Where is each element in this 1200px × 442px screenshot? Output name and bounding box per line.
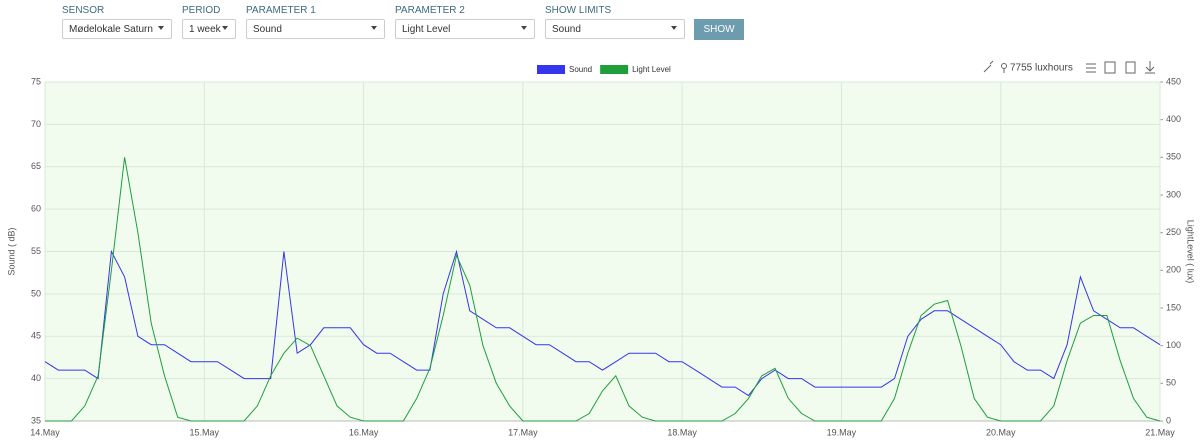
y-tick-label: 60 xyxy=(31,204,41,214)
control-label: PARAMETER 2 xyxy=(395,5,465,16)
y2-tick-label: 450 xyxy=(1166,76,1181,86)
y2-axis-title: LightLevel ( lux) xyxy=(1186,220,1196,284)
control-label: PERIOD xyxy=(182,5,221,16)
pin-icon xyxy=(1001,63,1007,69)
select[interactable]: Mødelokale Saturn xyxy=(62,19,172,39)
y-axis-title: Sound ( dB) xyxy=(6,227,16,275)
legend-swatch xyxy=(600,65,629,74)
list-icon[interactable] xyxy=(1086,63,1096,73)
legend-swatch xyxy=(537,65,565,74)
show-button[interactable]: SHOW xyxy=(694,19,744,40)
y2-tick-label: 150 xyxy=(1166,302,1181,312)
y-tick-label: 70 xyxy=(31,119,41,129)
legend-label: Sound xyxy=(569,65,592,74)
control-label: SENSOR xyxy=(62,5,105,16)
y2-tick-label: 100 xyxy=(1166,340,1181,350)
y-tick-label: 50 xyxy=(31,288,41,298)
x-tick-label: 14.May xyxy=(30,427,60,437)
wand-icon[interactable] xyxy=(983,60,994,73)
select[interactable]: 1 week xyxy=(182,19,236,39)
y-tick-label: 65 xyxy=(31,161,41,171)
select[interactable]: Sound xyxy=(246,19,385,39)
series-line xyxy=(44,249,1161,397)
y2-tick-label: 200 xyxy=(1166,265,1181,275)
y2-tick-label: 250 xyxy=(1166,227,1181,237)
y2-tick-label: 400 xyxy=(1166,114,1181,124)
edit-icon[interactable] xyxy=(1104,61,1116,74)
y-tick-label: 45 xyxy=(31,331,41,341)
luxhours: 7755 luxhours xyxy=(1010,63,1073,74)
select[interactable]: Sound xyxy=(545,19,685,39)
toolbar xyxy=(983,60,1155,74)
y2-tick-label: 350 xyxy=(1166,152,1181,162)
y-tick-label: 55 xyxy=(31,246,41,256)
series-line xyxy=(45,157,1161,422)
y-tick-label: 75 xyxy=(31,76,41,86)
y2-tick-label: 0 xyxy=(1166,415,1171,425)
x-tick-label: 19.May xyxy=(827,427,857,437)
x-tick-label: 15.May xyxy=(190,427,220,437)
x-tick-label: 21.May xyxy=(1145,427,1175,437)
select[interactable]: Light Level xyxy=(395,19,535,39)
control-label: SHOW LIMITS xyxy=(545,5,612,16)
legend-label: Light Level xyxy=(632,65,671,74)
x-tick-label: 16.May xyxy=(349,427,379,437)
y-tick-label: 40 xyxy=(31,373,41,383)
control-label: PARAMETER 1 xyxy=(246,5,316,16)
x-tick-label: 20.May xyxy=(986,427,1016,437)
x-tick-label: 17.May xyxy=(508,427,538,437)
y2-tick-label: 50 xyxy=(1166,378,1176,388)
download-icon[interactable] xyxy=(1145,61,1155,74)
y2-tick-label: 300 xyxy=(1166,189,1181,199)
note-icon[interactable] xyxy=(1125,61,1136,74)
x-tick-label: 18.May xyxy=(667,427,697,437)
y-tick-label: 35 xyxy=(31,415,41,425)
